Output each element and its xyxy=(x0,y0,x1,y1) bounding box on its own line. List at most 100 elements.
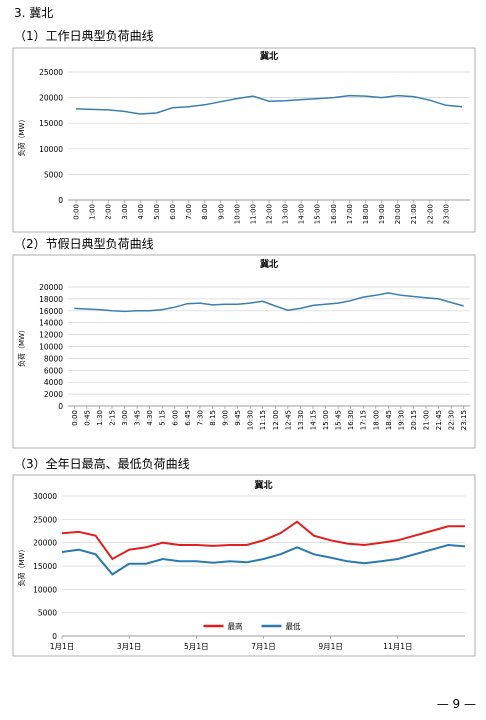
y-tick-label: 0 xyxy=(58,402,63,411)
x-tick-label: 18:00 xyxy=(362,204,370,224)
data-line xyxy=(74,292,464,313)
x-tick-label: 6:00 xyxy=(171,410,179,426)
x-tick-label: 3:00 xyxy=(121,410,129,426)
y-tick-label: 14000 xyxy=(39,319,63,328)
chart-title: 冀北 xyxy=(260,258,278,270)
y-tick-label: 4000 xyxy=(44,378,63,387)
x-tick-label: 7:30 xyxy=(196,410,204,426)
y-tick-label: 15000 xyxy=(39,119,63,128)
x-tick-label: 11:00 xyxy=(249,204,257,224)
x-tick-label: 1月1日 xyxy=(50,642,75,651)
x-tick-label: 18:45 xyxy=(385,410,393,430)
x-tick-label: 4:00 xyxy=(137,204,145,220)
x-tick-label: 1:30 xyxy=(96,410,104,426)
x-tick-label: 12:00 xyxy=(272,410,280,430)
x-tick-label: 9:00 xyxy=(222,410,230,426)
page-number: — 9 — xyxy=(437,697,476,711)
x-tick-label: 6:00 xyxy=(169,204,177,220)
x-tick-label: 22:00 xyxy=(426,204,434,224)
y-tick-label: 0 xyxy=(52,632,57,641)
data-line xyxy=(75,94,463,115)
x-tick-label: 14:00 xyxy=(298,204,306,224)
chart-frame xyxy=(12,474,476,657)
y-tick-label: 25000 xyxy=(33,515,57,524)
x-tick-label: 6:45 xyxy=(184,410,192,426)
x-tick-label: 13:30 xyxy=(297,410,305,430)
x-tick-label: 8:15 xyxy=(209,410,217,426)
x-tick-label: 17:15 xyxy=(360,410,368,430)
chart-frame xyxy=(12,47,476,233)
x-tick-label: 0:45 xyxy=(83,410,91,426)
legend-label: 最低 xyxy=(286,621,301,631)
x-tick-label: 15:00 xyxy=(322,410,330,430)
x-tick-label: 21:00 xyxy=(410,204,418,224)
y-tick-label: 15000 xyxy=(33,562,57,571)
x-tick-label: 15:00 xyxy=(314,204,322,224)
y-tick-label: 0 xyxy=(58,196,63,205)
x-tick-label: 19:00 xyxy=(378,204,386,224)
legend-label: 最高 xyxy=(228,621,243,631)
x-tick-label: 8:00 xyxy=(201,204,209,220)
x-tick-label: 2:15 xyxy=(108,410,116,426)
x-tick-label: 21:45 xyxy=(435,410,443,430)
y-tick-label: 12000 xyxy=(39,331,63,340)
x-tick-label: 14:15 xyxy=(309,410,317,430)
x-tick-label: 23:15 xyxy=(460,410,468,430)
chart-title: 冀北 xyxy=(260,50,278,62)
x-tick-label: 12:45 xyxy=(284,410,292,430)
x-tick-label: 19:30 xyxy=(397,410,405,430)
y-tick-label: 5000 xyxy=(38,609,57,618)
x-tick-label: 11:15 xyxy=(259,410,267,430)
y-axis-title: 负荷（MW） xyxy=(17,326,26,367)
y-tick-label: 10000 xyxy=(39,343,63,352)
y-tick-label: 5000 xyxy=(44,170,63,179)
y-tick-label: 20000 xyxy=(39,94,63,103)
x-tick-label: 4:30 xyxy=(146,410,154,426)
y-tick-label: 20000 xyxy=(33,539,57,548)
x-tick-label: 16:00 xyxy=(330,204,338,224)
x-tick-label: 5:15 xyxy=(159,410,167,426)
y-axis-title: 负荷（MW） xyxy=(17,116,26,157)
x-tick-label: 15:45 xyxy=(335,410,343,430)
x-tick-label: 5:00 xyxy=(153,204,161,220)
x-tick-label: 20:00 xyxy=(394,204,402,224)
x-tick-label: 9:00 xyxy=(217,204,225,220)
x-tick-label: 7月1日 xyxy=(251,642,276,651)
x-tick-label: 3月1日 xyxy=(117,642,142,651)
x-tick-label: 3:45 xyxy=(134,410,142,426)
x-tick-label: 10:00 xyxy=(233,204,241,224)
x-tick-label: 18:00 xyxy=(372,410,380,430)
section-title: （2）节假日典型负荷曲线 xyxy=(14,237,154,251)
x-tick-label: 11月1日 xyxy=(383,642,412,651)
y-tick-label: 25000 xyxy=(39,68,63,77)
x-tick-label: 16:30 xyxy=(347,410,355,430)
x-tick-label: 1:00 xyxy=(89,204,97,220)
y-tick-label: 6000 xyxy=(44,366,63,375)
y-tick-label: 2000 xyxy=(44,390,63,399)
data-line xyxy=(61,543,466,576)
y-tick-label: 10000 xyxy=(39,145,63,154)
y-tick-label: 16000 xyxy=(39,307,63,316)
x-tick-label: 7:00 xyxy=(185,204,193,220)
x-tick-label: 5月1日 xyxy=(184,642,209,651)
x-tick-label: 3:00 xyxy=(121,204,129,220)
y-tick-label: 8000 xyxy=(44,354,63,363)
section-title: （1）工作日典型负荷曲线 xyxy=(14,29,154,43)
x-tick-label: 22:30 xyxy=(448,410,456,430)
y-tick-label: 18000 xyxy=(39,295,63,304)
x-tick-label: 2:00 xyxy=(105,204,113,220)
x-tick-label: 12:00 xyxy=(266,204,274,224)
y-tick-label: 30000 xyxy=(33,492,57,501)
x-tick-label: 23:00 xyxy=(442,204,450,224)
chart-frame xyxy=(12,254,476,449)
x-tick-label: 20:15 xyxy=(410,410,418,430)
x-tick-label: 9月1日 xyxy=(318,642,343,651)
data-line xyxy=(61,520,465,561)
section-title: （3）全年日最高、最低负荷曲线 xyxy=(14,456,190,471)
x-tick-label: 0:00 xyxy=(71,410,79,426)
x-tick-label: 21:00 xyxy=(423,410,431,430)
x-tick-label: 0:00 xyxy=(73,204,81,220)
x-tick-label: 9:45 xyxy=(234,410,242,426)
